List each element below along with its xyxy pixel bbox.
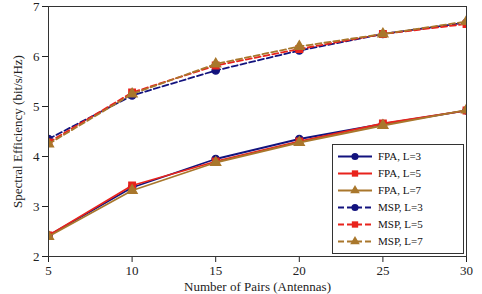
svg-text:6: 6 xyxy=(33,49,40,64)
svg-text:5: 5 xyxy=(45,263,52,278)
svg-text:30: 30 xyxy=(460,263,473,278)
svg-text:Number of Pairs (Antennas): Number of Pairs (Antennas) xyxy=(184,279,331,294)
svg-text:4: 4 xyxy=(33,149,40,164)
svg-text:Spectral Efficiency (bit/s/Hz): Spectral Efficiency (bit/s/Hz) xyxy=(10,55,25,208)
svg-text:MSP, L=5: MSP, L=5 xyxy=(378,218,423,230)
svg-text:7: 7 xyxy=(33,0,40,14)
svg-text:MSP, L=7: MSP, L=7 xyxy=(378,235,423,247)
svg-text:2: 2 xyxy=(33,249,40,264)
svg-text:20: 20 xyxy=(293,263,306,278)
svg-text:MSP, L=3: MSP, L=3 xyxy=(378,201,423,213)
svg-text:FPA, L=7: FPA, L=7 xyxy=(378,184,422,196)
svg-text:3: 3 xyxy=(33,199,40,214)
svg-text:15: 15 xyxy=(209,263,222,278)
svg-text:FPA, L=5: FPA, L=5 xyxy=(378,167,422,179)
svg-text:25: 25 xyxy=(376,263,389,278)
svg-text:10: 10 xyxy=(126,263,139,278)
svg-text:5: 5 xyxy=(33,99,40,114)
svg-text:FPA, L=3: FPA, L=3 xyxy=(378,150,422,162)
